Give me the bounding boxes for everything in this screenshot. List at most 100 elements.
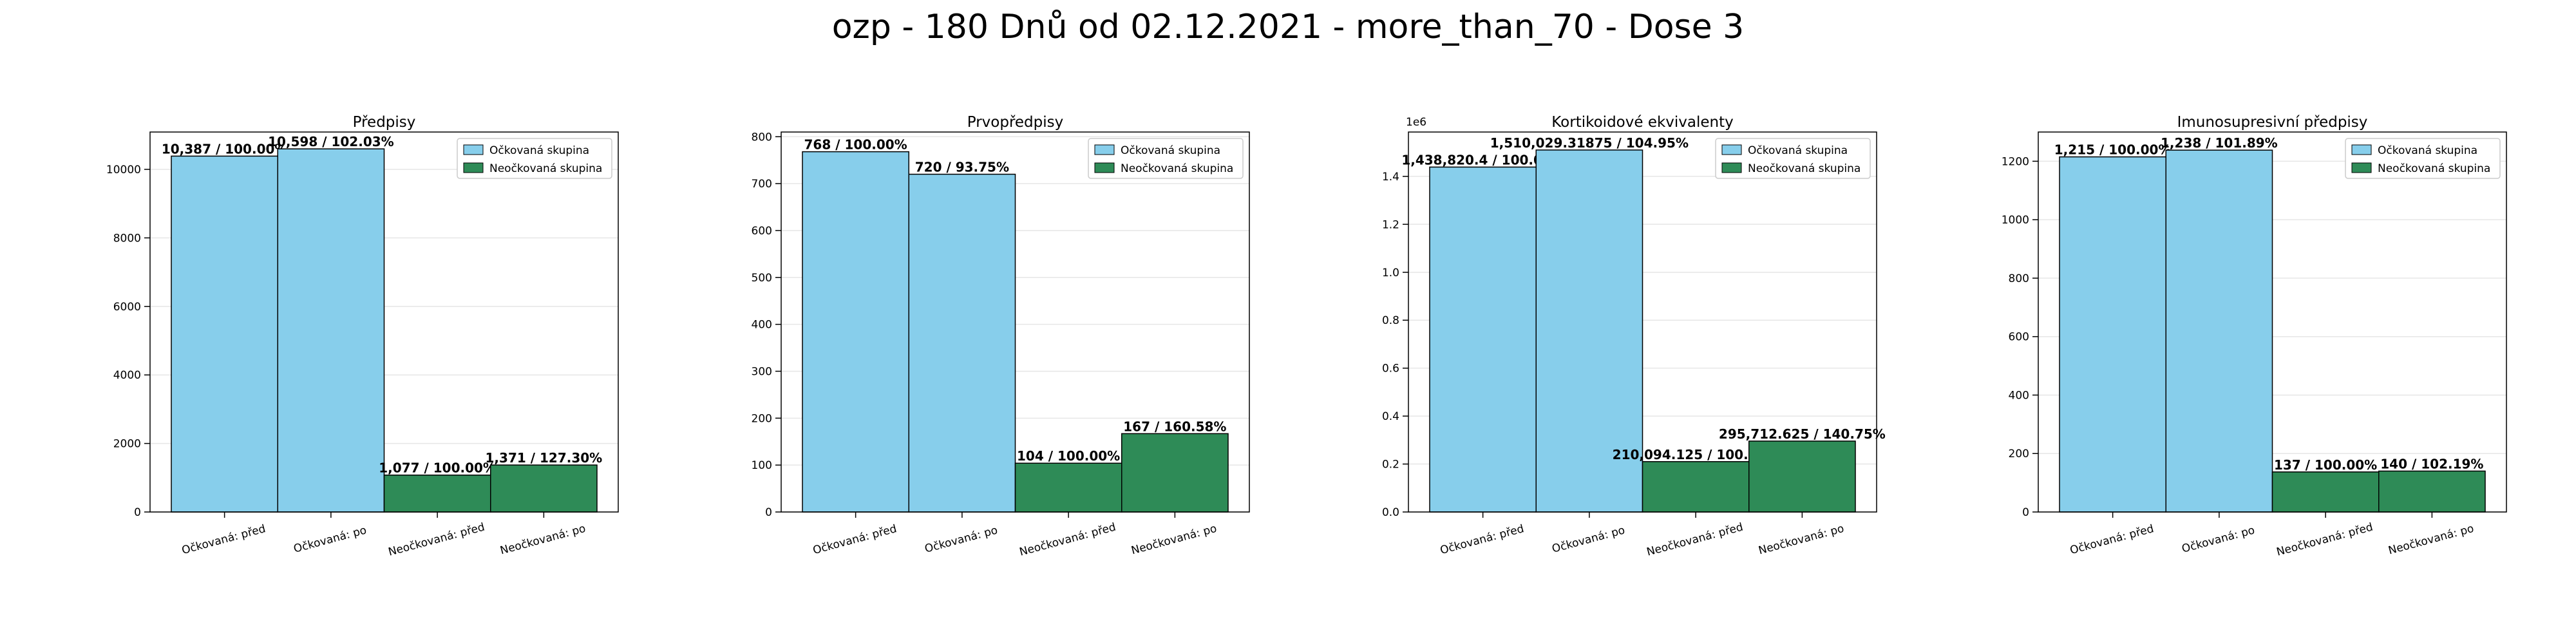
legend: Očkovaná skupina Neočkovaná skupina — [457, 138, 612, 179]
y-tick-label: 0 — [765, 506, 772, 519]
subplot-title: Imunosupresivní předpisy — [2177, 114, 2368, 131]
bar — [1535, 149, 1643, 513]
chart-panel: 0 100 200 300 400 500 600 700 800 Očkovaná: před 7… — [752, 114, 1250, 559]
bar-data-label: 104 / 100.00% — [1017, 448, 1120, 464]
x-tick-label: Neočkovaná: před — [1018, 521, 1117, 559]
bar — [2378, 470, 2486, 513]
legend-swatch — [1721, 144, 1742, 155]
bar-data-label: 768 / 100.00% — [804, 137, 907, 153]
bar — [1121, 433, 1229, 513]
bar-data-label: 167 / 160.58% — [1123, 419, 1226, 434]
y-scale-note: 1e6 — [1406, 116, 1426, 129]
legend-label: Neočkovaná skupina — [1121, 162, 1233, 175]
x-tick-label: Očkovaná: před — [2069, 522, 2155, 557]
bar-data-label: 137 / 100.00% — [2274, 457, 2377, 473]
y-tick-label: 200 — [2009, 448, 2029, 460]
legend-label: Očkovaná skupina — [2378, 144, 2477, 157]
bar — [1014, 462, 1122, 513]
legend-box — [1715, 138, 1871, 179]
legend: Očkovaná skupina Neočkovaná skupina — [2345, 138, 2501, 179]
y-tick-label: 6000 — [113, 301, 141, 314]
legend-swatch — [1094, 162, 1115, 173]
y-tick-label: 0.0 — [1382, 506, 1399, 519]
bar-data-label: 1,238 / 101.89% — [2161, 135, 2278, 151]
bar — [1642, 461, 1750, 513]
bar-data-label: 1,510,029.31875 / 104.95% — [1490, 135, 1689, 151]
legend-swatch — [2351, 144, 2372, 155]
bar — [490, 464, 598, 513]
x-tick-label: Neočkovaná: před — [2275, 521, 2374, 559]
y-tick-label: 0 — [2022, 506, 2029, 519]
legend-box — [2345, 138, 2501, 179]
x-tick-label: Očkovaná: před — [1439, 522, 1525, 557]
y-tick-label: 800 — [752, 131, 772, 144]
y-tick-label: 4000 — [113, 369, 141, 382]
y-tick-label: 200 — [752, 412, 772, 425]
y-tick-label: 400 — [752, 319, 772, 332]
x-tick-label: Očkovaná: před — [811, 522, 898, 557]
y-tick-label: 0 — [134, 506, 141, 519]
y-tick-label: 0.6 — [1382, 363, 1399, 375]
x-tick-label: Očkovaná: před — [180, 522, 267, 557]
y-tick-label: 100 — [752, 459, 772, 472]
y-tick-label: 1200 — [2002, 155, 2029, 168]
bar — [1429, 166, 1537, 513]
chart-panel: 0 200 400 600 800 1000 1200 Očkovaná: před 1,215… — [2002, 114, 2507, 559]
x-tick-label: Neočkovaná: po — [1757, 522, 1846, 558]
legend-swatch — [1094, 144, 1115, 155]
x-tick-label: Očkovaná: po — [1551, 524, 1627, 555]
y-tick-label: 8000 — [113, 232, 141, 245]
x-tick-label: Neočkovaná: po — [1130, 522, 1218, 558]
axes-frame — [781, 131, 1250, 513]
y-tick-label: 300 — [752, 365, 772, 378]
bar-data-label: 140 / 102.19% — [2380, 456, 2483, 471]
y-tick-label: 700 — [752, 178, 772, 191]
bar — [2165, 149, 2273, 513]
x-tick-label: Očkovaná: po — [923, 524, 999, 555]
legend-box — [457, 138, 612, 179]
axes-frame — [2038, 131, 2507, 513]
bar-data-label: 1,371 / 127.30% — [486, 450, 603, 466]
bar-data-label: 10,387 / 100.00% — [162, 141, 288, 156]
legend-swatch — [463, 162, 484, 173]
bar-data-label: 720 / 93.75% — [915, 160, 1009, 175]
subplot-title: Kortikoidové ekvivalenty — [1551, 114, 1734, 131]
bar-data-label: 1,077 / 100.00% — [379, 460, 496, 476]
legend-label: Očkovaná skupina — [1748, 144, 1848, 157]
x-tick-label: Neočkovaná: po — [499, 522, 587, 558]
bar-data-label: 1,215 / 100.00% — [2054, 142, 2172, 158]
legend-label: Neočkovaná skupina — [1748, 162, 1861, 175]
chart-panel: 0 2000 4000 6000 8000 10000 Očkovaná: před 10,3… — [106, 114, 619, 559]
y-tick-label: 0.8 — [1382, 314, 1399, 327]
legend-swatch — [1721, 162, 1742, 173]
y-tick-label: 2000 — [113, 438, 141, 451]
axes-frame — [1408, 131, 1877, 513]
y-tick-label: 1.4 — [1382, 171, 1399, 184]
axes-frame — [149, 131, 619, 513]
subplot-title: Předpisy — [353, 114, 416, 131]
legend-box — [1088, 138, 1244, 179]
y-tick-label: 10000 — [106, 164, 141, 176]
y-tick-label: 0.4 — [1382, 410, 1399, 423]
bar — [171, 155, 278, 513]
bar — [2059, 156, 2166, 513]
bar — [1748, 440, 1856, 513]
bar — [802, 151, 909, 513]
y-tick-label: 0.2 — [1382, 459, 1399, 471]
legend-label: Neočkovaná skupina — [2378, 162, 2490, 175]
x-tick-label: Neočkovaná: po — [2387, 522, 2476, 558]
bar — [277, 148, 385, 513]
bar-data-label: 295,712.625 / 140.75% — [1719, 426, 1886, 442]
bar — [2271, 471, 2380, 513]
subplot-title: Prvopředpisy — [967, 114, 1064, 131]
legend: Očkovaná skupina Neočkovaná skupina — [1088, 138, 1244, 179]
legend-swatch — [2351, 162, 2372, 173]
legend: Očkovaná skupina Neočkovaná skupina — [1715, 138, 1871, 179]
y-tick-label: 1.0 — [1382, 267, 1399, 279]
legend-label: Očkovaná skupina — [1121, 144, 1220, 157]
x-tick-label: Neočkovaná: před — [1645, 521, 1745, 559]
bar — [908, 173, 1016, 513]
y-tick-label: 1.2 — [1382, 218, 1399, 231]
legend-label: Neočkovaná skupina — [489, 162, 602, 175]
y-tick-label: 600 — [752, 225, 772, 238]
